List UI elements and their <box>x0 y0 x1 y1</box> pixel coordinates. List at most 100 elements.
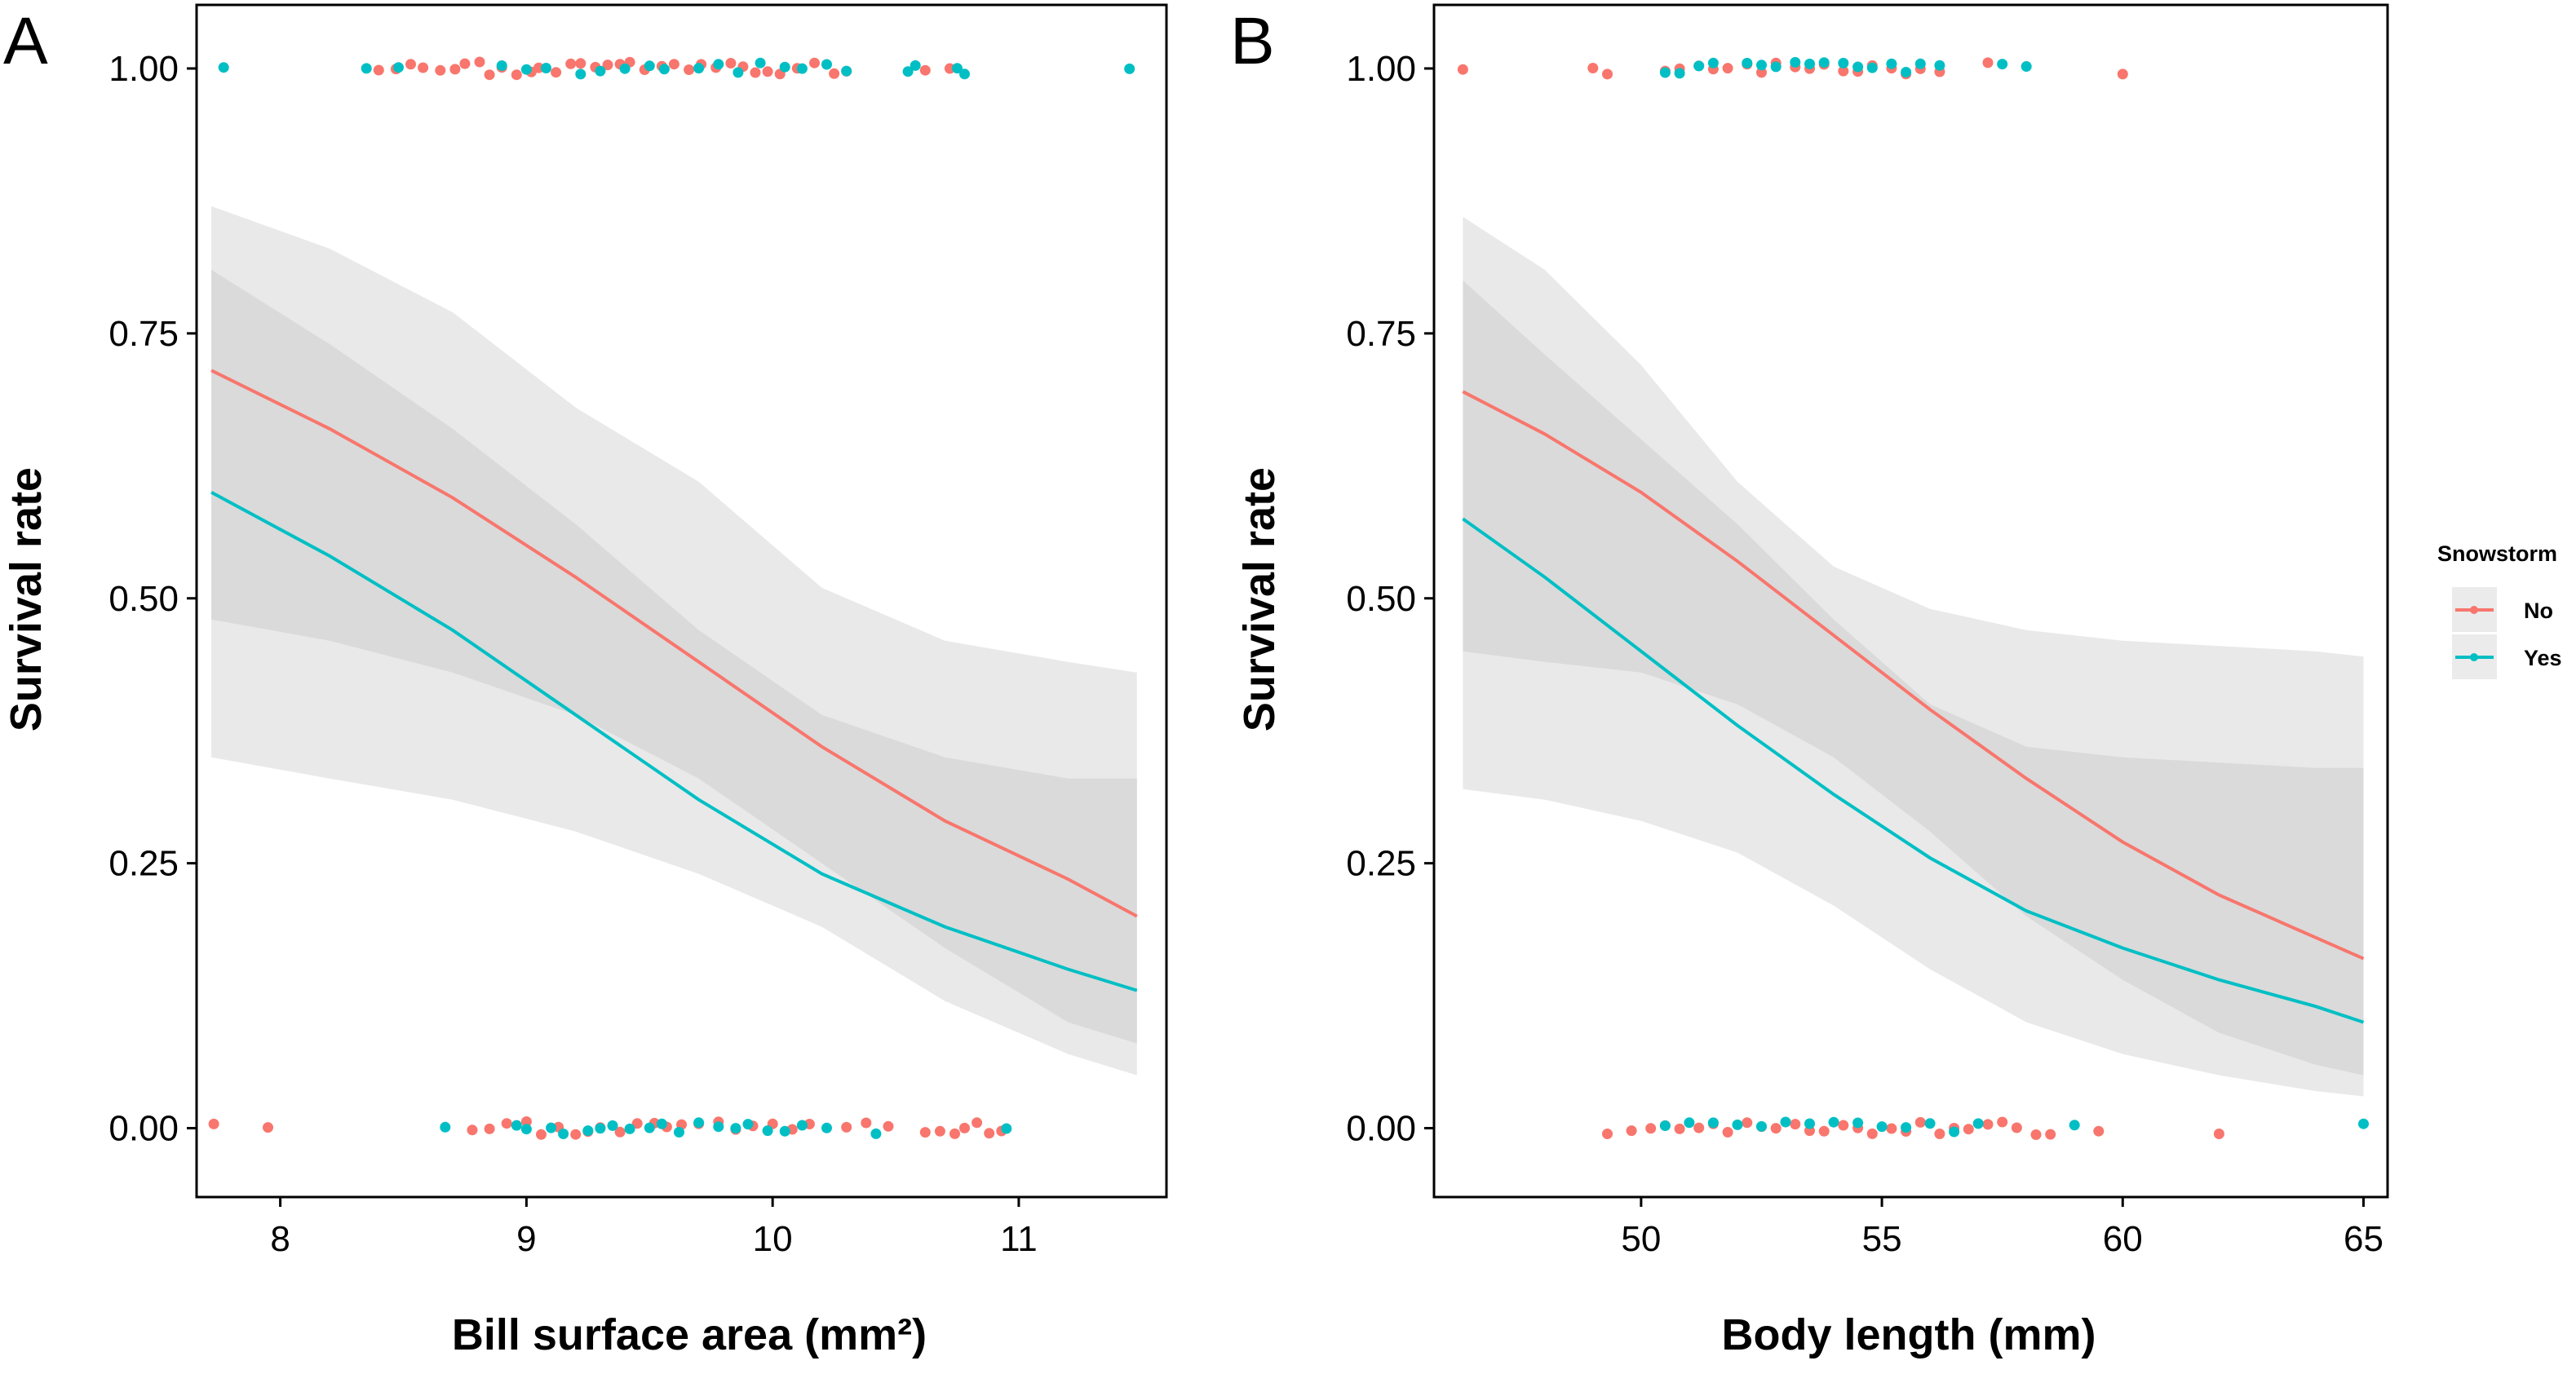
panel-a-point-no <box>684 64 695 75</box>
panel-a-point-no <box>829 68 840 79</box>
panel-a-point-yes <box>1124 63 1135 74</box>
panel-a-point-no <box>208 1118 219 1129</box>
panel-a-point-yes <box>658 64 670 75</box>
panel-a-point-yes <box>730 1123 741 1134</box>
panel-a-point-no <box>944 63 955 74</box>
panel-a-point-yes <box>821 59 832 70</box>
panel-a-ci-band-no <box>211 205 1137 1076</box>
panel-a-point-no <box>934 1125 945 1137</box>
panel-a-point-no <box>484 69 495 81</box>
panel-b-point-yes <box>1876 1121 1888 1133</box>
panel-a-point-yes <box>511 1120 522 1131</box>
panel-b-point-yes <box>1732 1119 1743 1130</box>
panel-a-point-yes <box>870 1128 882 1139</box>
panel-b-point-yes <box>1886 58 1897 69</box>
panel-b-point-yes <box>2358 1118 2369 1129</box>
panel-b-point-yes <box>1756 60 1767 71</box>
panel-a-ylabel: Survival rate <box>2 467 51 731</box>
panel-a-point-yes <box>796 63 808 74</box>
panel-b-point-yes <box>1770 61 1782 73</box>
panel-b-ytick-label: 0.00 <box>1346 1109 1416 1149</box>
panel-b-point-no <box>1742 1117 1753 1129</box>
panel-b-point-no <box>1963 1124 1974 1135</box>
panel-b-ytick-label: 1.00 <box>1346 49 1416 89</box>
panel-a-point-yes <box>619 63 631 74</box>
panel-a-ytick-label: 1.00 <box>108 49 179 89</box>
panel-a-point-yes <box>496 60 507 71</box>
panel-a-point-no <box>449 64 461 75</box>
panel-a-ytick-label: 0.50 <box>108 579 179 619</box>
panel-b-point-yes <box>1997 59 2008 70</box>
panel-a-point-no <box>809 57 820 68</box>
panel-a-point-no <box>459 58 471 69</box>
panel-a-point-yes <box>595 65 606 77</box>
panel-b-point-yes <box>1901 67 1912 77</box>
panel-b-point-yes <box>1674 68 1685 79</box>
panel-a-point-yes <box>713 59 724 70</box>
panel-b-point-yes <box>1659 67 1671 78</box>
panel-b-point-yes <box>2069 1120 2080 1131</box>
panel-a-point-yes <box>582 1125 594 1137</box>
panel-a-point-no <box>536 1129 547 1140</box>
panel-b-point-no <box>1997 1116 2008 1128</box>
panel-a-line-yes <box>210 491 1138 992</box>
panel-a-point-no <box>614 1126 626 1138</box>
panel-b-point-yes <box>1780 1116 1791 1128</box>
panel-b-ytick-label: 0.75 <box>1346 314 1416 354</box>
panel-b-point-no <box>2030 1129 2042 1140</box>
panel-a-point-no <box>959 1122 970 1133</box>
panel-b-point-no <box>1722 1127 1733 1138</box>
panel-b-point-no <box>1818 1125 1830 1137</box>
panel-b-point-yes <box>1742 57 1753 68</box>
panel-b-point-yes <box>1684 1117 1695 1129</box>
panel-b-xlabel: Body length (mm) <box>1722 1310 2096 1359</box>
panel-a-point-no <box>474 56 485 68</box>
panel-a-point-no <box>972 1117 983 1129</box>
panel-a-point-yes <box>575 68 586 80</box>
panel-a-point-no <box>883 1120 894 1132</box>
panel-b-point-yes <box>1790 56 1801 68</box>
panel-a-point-no <box>949 1128 960 1139</box>
panel-a-point-yes <box>624 1123 635 1134</box>
panel-a-point-yes <box>656 1118 667 1129</box>
panel-a-point-no <box>919 1127 931 1138</box>
panel-b-xtick-label: 60 <box>2103 1219 2143 1259</box>
panel-b-letter: B <box>1230 4 1275 78</box>
legend: Snowstorm No Yes <box>2437 541 2562 679</box>
panel-a-xlabel: Bill surface area (mm²) <box>452 1310 927 1359</box>
panel-b-point-no <box>1866 1128 1878 1139</box>
panel-b-point-no <box>1602 68 1613 80</box>
panel-a-point-no <box>575 58 586 69</box>
panel-b-point-no <box>1645 1123 1657 1134</box>
panel-b-ci-band-no <box>1463 216 2364 1097</box>
panel-a-point-no <box>405 59 416 70</box>
panel-b-point-yes <box>1924 1118 1936 1129</box>
panel-b: B Body length (mm) Survival rate 0.00 0.2… <box>1230 3 2389 1359</box>
panel-a-point-no <box>668 59 679 70</box>
panel-a-point-no <box>520 1116 532 1127</box>
panel-b-point-no <box>1982 1119 1994 1130</box>
panel-a-point-yes <box>959 68 970 80</box>
panel-a-point-yes <box>713 1121 724 1133</box>
panel-b-xtick-label: 55 <box>1862 1219 1902 1259</box>
panel-a-point-yes <box>693 63 705 74</box>
panel-b-point-yes <box>1693 60 1705 72</box>
panel-a-line-no <box>210 369 1138 918</box>
panel-a-point-no <box>841 1121 852 1133</box>
panel-b-point-no <box>1886 1123 1897 1134</box>
panel-b-point-yes <box>2021 61 2032 72</box>
legend-dot-yes <box>2470 653 2478 661</box>
panel-b-point-no <box>2011 1122 2022 1133</box>
panel-a-point-yes <box>693 1117 705 1129</box>
panel-a-letter: A <box>3 4 48 78</box>
panel-b-point-no <box>2117 68 2128 80</box>
panel-a-point-yes <box>520 1124 532 1135</box>
panel-b-point-no <box>1770 1123 1782 1134</box>
panel-a-point-yes <box>440 1121 451 1133</box>
panel-b-point-no <box>1602 1129 1613 1139</box>
panel-b-frame <box>1432 3 2389 1199</box>
panel-a: A Bill surface area (mm²) Survival rate … <box>2 3 1168 1359</box>
panel-b-point-no <box>1756 67 1767 78</box>
legend-dot-no <box>2470 606 2478 614</box>
panel-b-point-no <box>1626 1125 1637 1137</box>
